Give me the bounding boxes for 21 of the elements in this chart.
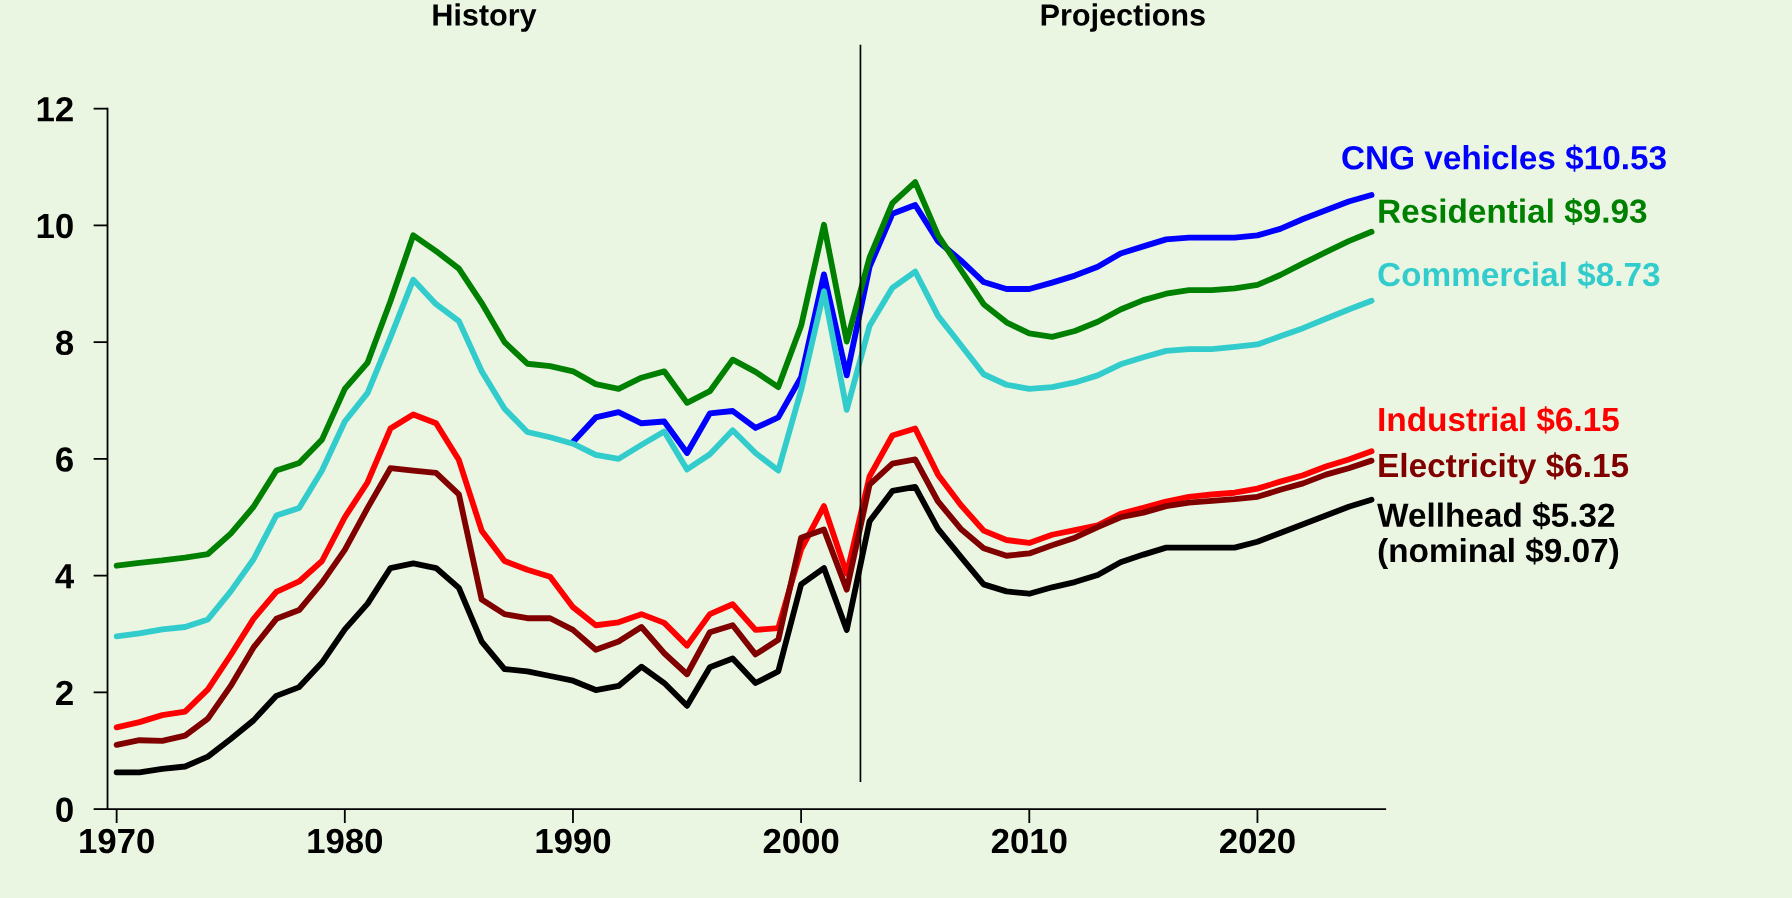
x-tick-label: 1990 [536,828,611,854]
text: History [433,3,537,32]
x-tick-label: 2010 [991,828,1067,854]
series-label: Commercial $8.73 [1378,261,1660,289]
series-label: Wellhead $5.32 (nominal $9.07) [1377,501,1619,569]
y-tick-label: 4 [55,564,74,589]
series-label: Industrial $6.15 [1379,406,1619,434]
x-tick-label: 2000 [763,828,839,854]
x-tick-label: 2020 [1220,828,1295,854]
y-tick-label: 6 [56,447,73,472]
x-tick-label: 1980 [308,828,383,854]
text: Projections [1041,3,1205,32]
series-label: Residential $9.93 [1379,197,1647,226]
x-tick-label: 1970 [80,828,154,854]
y-tick-label: 2 [56,680,73,705]
series-label: Electricity $6.15 [1379,452,1629,484]
y-tick-label: 8 [55,330,74,356]
y-tick-label: 12 [37,96,73,122]
y-tick-label: 0 [56,797,73,823]
series-label: CNG vehicles $10.53 [1342,144,1666,172]
y-tick-label: 10 [37,213,73,239]
